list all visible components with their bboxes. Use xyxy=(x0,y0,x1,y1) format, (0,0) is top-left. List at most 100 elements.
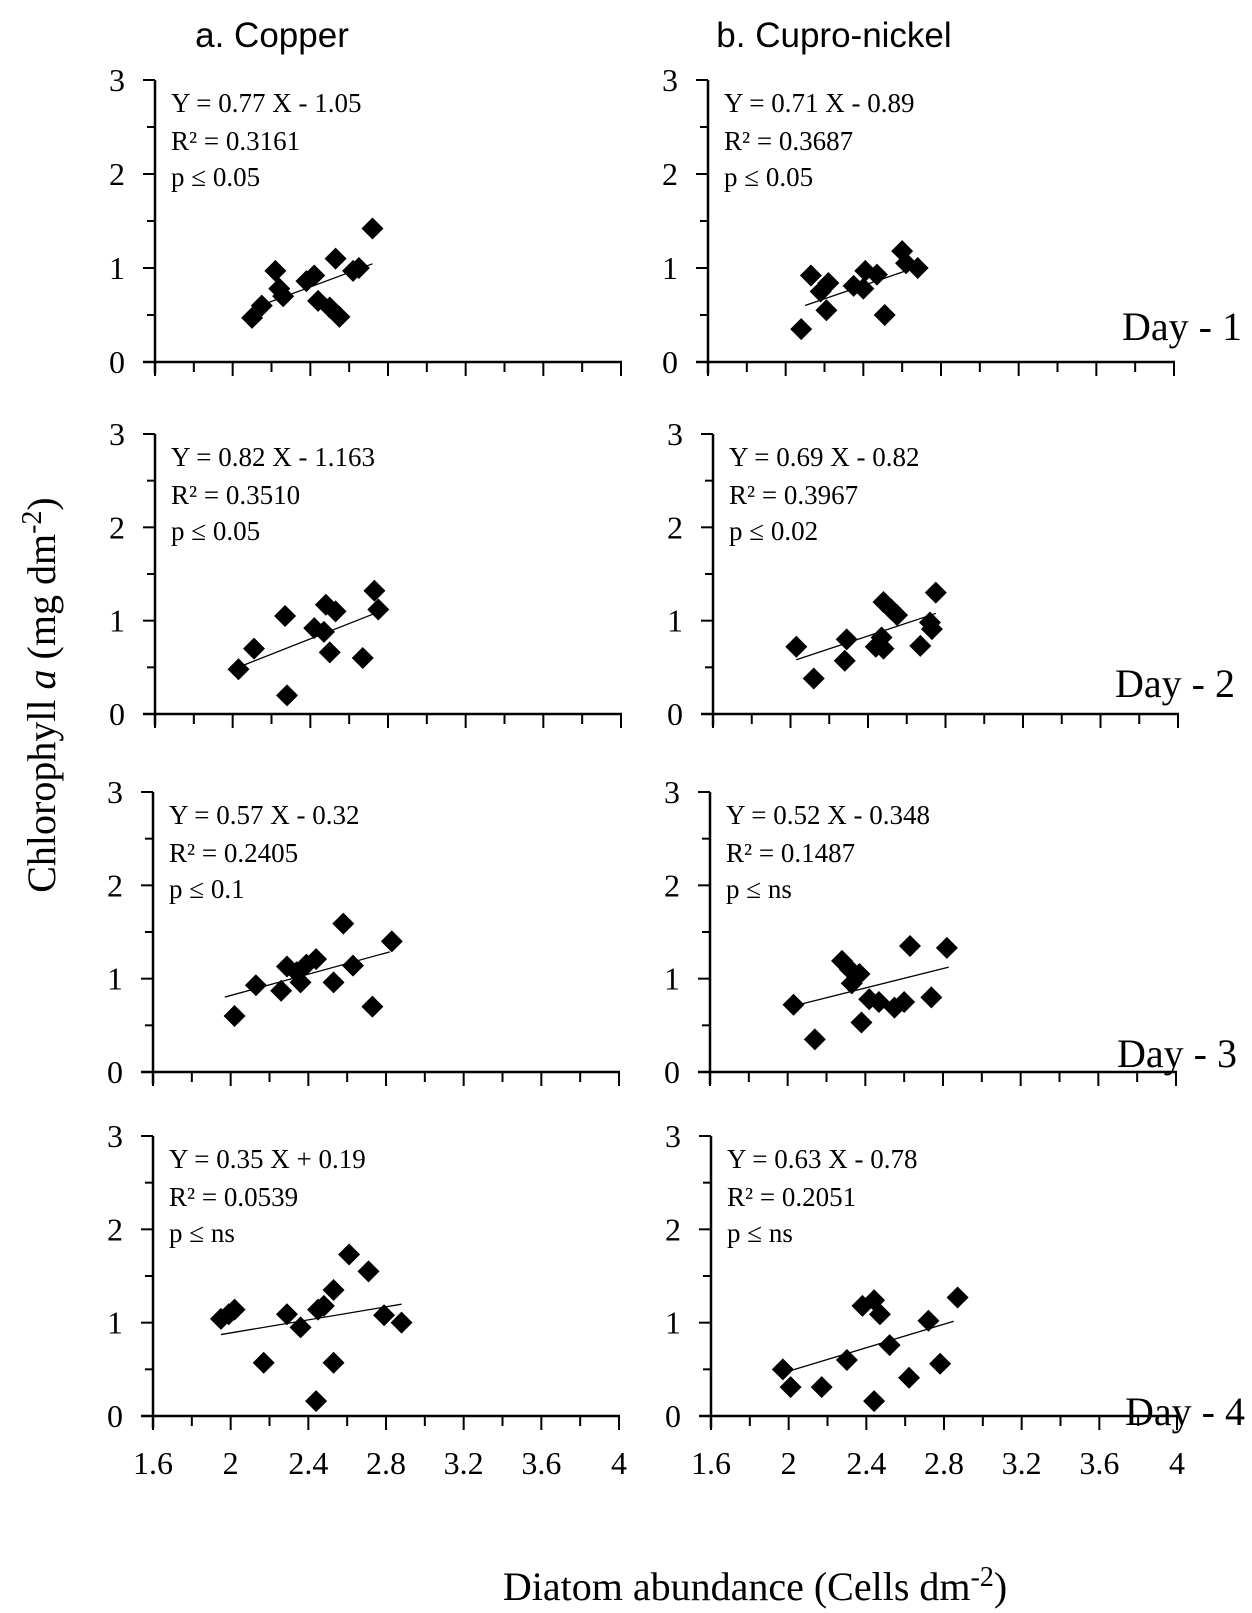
y-axis-title: Chlorophyll a (mg dm-2) xyxy=(17,497,64,893)
day-label-2: Day - 2 xyxy=(1115,661,1235,706)
y-tick-label: 1 xyxy=(109,603,125,639)
data-point xyxy=(872,637,895,660)
y-tick-label: 0 xyxy=(667,696,683,732)
regression-equation: Y = 0.71 X - 0.89 xyxy=(724,88,914,118)
x-tick-label: 1.6 xyxy=(133,1445,173,1481)
data-point xyxy=(274,605,297,627)
data-point xyxy=(303,264,326,287)
day-label-1: Day - 1 xyxy=(1122,304,1242,349)
data-point xyxy=(799,264,822,287)
scatter-panel: 0 1 2 3 Y = 0.57 X - 0.32 R² = 0.2405 p ≤ 0.1 xyxy=(107,774,620,1090)
y-tick-label: 0 xyxy=(665,1398,681,1434)
p-value-label: p ≤ 0.02 xyxy=(729,516,818,546)
regression-equation: Y = 0.35 X + 0.19 xyxy=(169,1144,366,1174)
data-point xyxy=(917,1309,940,1332)
y-tick-label: 0 xyxy=(662,344,678,380)
y-tick-label: 0 xyxy=(664,1054,680,1090)
data-point xyxy=(243,637,266,660)
data-point xyxy=(338,1243,361,1266)
data-point xyxy=(361,217,384,240)
x-tick-label: 4 xyxy=(611,1445,627,1481)
x-axis-title-exponent: -2 xyxy=(971,1562,994,1593)
r-squared-label: R² = 0.2051 xyxy=(727,1182,856,1212)
data-point xyxy=(782,993,805,1016)
y-axis-title-italic: a xyxy=(19,669,64,689)
p-value-label: p ≤ 0.1 xyxy=(169,874,245,904)
data-point xyxy=(873,304,896,326)
data-point xyxy=(250,294,273,317)
data-point xyxy=(367,598,390,621)
y-tick-label: 3 xyxy=(664,774,680,810)
data-point xyxy=(341,954,364,977)
scatter-panel: 0 1 2 3 Y = 0.71 X - 0.89 R² = 0.3687 p ≤ 0.05 xyxy=(662,62,1175,380)
data-point xyxy=(817,272,840,295)
data-point xyxy=(833,649,856,672)
data-point xyxy=(868,1303,891,1326)
x-tick-label: 2.4 xyxy=(288,1445,328,1481)
y-tick-label: 2 xyxy=(109,156,125,192)
data-point xyxy=(906,257,929,279)
scatter-panel: 0 1 2 3 Y = 0.77 X - 1.05 R² = 0.3161 p ≤ 0.05 xyxy=(109,62,622,380)
y-tick-label: 2 xyxy=(109,509,125,545)
scatter-panel: 0 1 2 3 1.6 2 2.4 2.8 3.2 3.6 4 Y = 0.63 X - 0.78 R²… xyxy=(665,1118,1185,1481)
data-point xyxy=(946,1286,969,1309)
x-axis-title-text: Diatom abundance (Cells dm xyxy=(503,1564,971,1609)
y-axis-title-close: ) xyxy=(19,497,64,510)
data-point xyxy=(815,299,838,322)
data-point xyxy=(351,647,374,669)
y-tick-label: 3 xyxy=(107,774,123,810)
regression-line xyxy=(793,966,949,1007)
x-tick-label: 3.2 xyxy=(444,1445,484,1481)
data-point xyxy=(863,1390,886,1413)
y-tick-label: 2 xyxy=(667,509,683,545)
x-axis-title: Diatom abundance (Cells dm-2) xyxy=(503,1562,1007,1609)
y-tick-label: 3 xyxy=(109,416,125,452)
data-point xyxy=(920,618,943,641)
scatter-panel: 0 1 2 3 1.6 2 2.4 2.8 3.2 3.6 4 Y = 0.35 X + 0.19 R²… xyxy=(107,1118,627,1481)
x-tick-label: 2.4 xyxy=(846,1445,886,1481)
data-point xyxy=(289,971,312,994)
data-point xyxy=(347,257,370,279)
x-tick-label: 3.6 xyxy=(1079,1445,1119,1481)
y-tick-label: 2 xyxy=(107,867,123,903)
y-tick-label: 1 xyxy=(107,1305,123,1341)
scatter-panel: 0 1 2 3 Y = 0.82 X - 1.163 R² = 0.3510 p ≤ 0.0… xyxy=(109,416,622,732)
data-point xyxy=(363,579,386,602)
y-tick-label: 2 xyxy=(107,1211,123,1247)
data-point xyxy=(848,963,871,985)
data-point xyxy=(380,930,403,953)
x-tick-label: 2 xyxy=(223,1445,239,1481)
y-tick-label: 3 xyxy=(662,62,678,98)
data-point xyxy=(878,1334,901,1357)
panels: 0 1 2 3 Y = 0.77 X - 1.05 R² = 0.3161 p ≤ 0.05… xyxy=(107,62,1185,1481)
data-point xyxy=(223,1005,246,1027)
y-tick-label: 1 xyxy=(664,961,680,997)
data-point xyxy=(935,936,958,959)
y-tick-label: 2 xyxy=(664,867,680,903)
y-tick-label: 3 xyxy=(107,1118,123,1154)
data-point xyxy=(865,263,888,286)
data-point xyxy=(312,620,335,643)
data-point xyxy=(322,1279,345,1301)
data-point xyxy=(810,1376,833,1399)
regression-equation: Y = 0.63 X - 0.78 xyxy=(727,1144,917,1174)
regression-equation: Y = 0.82 X - 1.163 xyxy=(171,442,375,472)
regression-line xyxy=(220,1303,402,1336)
y-tick-label: 1 xyxy=(662,250,678,286)
p-value-label: p ≤ 0.05 xyxy=(171,162,260,192)
y-tick-label: 1 xyxy=(107,961,123,997)
regression-line xyxy=(796,612,937,661)
y-tick-label: 2 xyxy=(665,1211,681,1247)
data-point xyxy=(322,971,345,994)
data-point xyxy=(276,684,299,707)
x-tick-label: 2 xyxy=(781,1445,797,1481)
y-tick-label: 0 xyxy=(109,696,125,732)
data-point xyxy=(909,634,932,657)
r-squared-label: R² = 0.0539 xyxy=(169,1182,298,1212)
data-point xyxy=(898,935,921,957)
r-squared-label: R² = 0.3510 xyxy=(171,480,300,510)
data-point xyxy=(802,667,825,690)
data-point xyxy=(244,974,267,997)
data-point xyxy=(852,277,875,300)
y-tick-label: 3 xyxy=(109,62,125,98)
